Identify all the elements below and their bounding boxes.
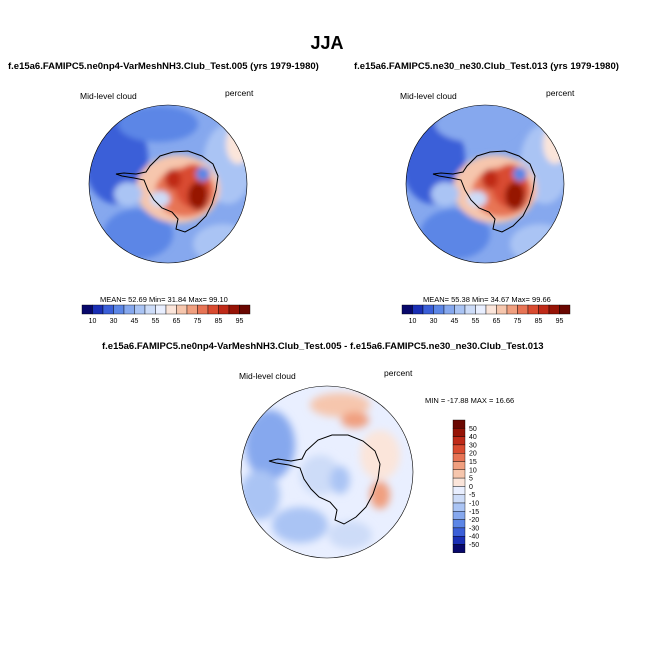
panel3-polar-map [240, 385, 414, 559]
colorbar-tick-label: 10 [89, 318, 97, 325]
colorbar-swatch [452, 486, 466, 495]
colorbar-swatch [517, 304, 529, 315]
colorbar-tick-label: 95 [236, 318, 244, 325]
colorbar-swatch [452, 453, 466, 462]
panel1-colorbar: 10 30 45 55 65 75 85 95 [81, 304, 251, 325]
colorbar-swatch [452, 469, 466, 479]
colorbar-swatch [81, 304, 93, 315]
colorbar-tick-label: 95 [556, 318, 564, 325]
colorbar-swatch [401, 304, 413, 315]
colorbar-swatch [218, 304, 230, 315]
season-title: JJA [310, 33, 344, 53]
colorbar-tick-label: 30 [469, 442, 477, 449]
panel1-field-label: Mid-level cloud [80, 91, 137, 101]
colorbar-tick-label: 85 [535, 318, 543, 325]
colorbar-swatch [496, 304, 508, 315]
colorbar-tick-label: -5 [469, 492, 475, 499]
panel2-units-label: percent [546, 88, 575, 98]
colorbar-swatch [197, 304, 209, 315]
colorbar-swatch [559, 304, 571, 315]
colorbar-swatch [102, 304, 114, 315]
colorbar-swatch [506, 304, 518, 315]
colorbar-swatch [454, 304, 466, 315]
colorbar-tick-label: -50 [469, 542, 479, 549]
colorbar-tick-label: 40 [469, 434, 477, 441]
colorbar-swatch [92, 304, 104, 315]
panel1-title: f.e15a6.FAMIPC5.ne0np4-VarMeshNH3.Club_T… [8, 61, 319, 72]
panel2-field-label: Mid-level cloud [400, 91, 457, 101]
colorbar-tick-label: 30 [430, 318, 438, 325]
colorbar-swatch [239, 304, 251, 315]
colorbar-swatch [452, 444, 466, 454]
colorbar-swatch [452, 436, 466, 446]
panel3-title: f.e15a6.FAMIPC5.ne0np4-VarMeshNH3.Club_T… [102, 341, 544, 352]
colorbar-swatch [452, 477, 466, 487]
panel1-polar-map [88, 104, 248, 264]
colorbar-swatch [452, 461, 466, 471]
panel3-field-label: Mid-level cloud [239, 371, 296, 381]
colorbar-swatch [452, 494, 466, 504]
colorbar-swatch [207, 304, 219, 315]
colorbar-swatch [452, 511, 466, 520]
colorbar-swatch [452, 419, 466, 429]
colorbar-tick-label: 10 [409, 318, 417, 325]
colorbar-swatch [538, 304, 550, 315]
panel2-colorbar: 10 30 45 55 65 75 85 95 [401, 304, 571, 325]
colorbar-tick-label: 10 [469, 467, 477, 474]
colorbar-swatch [475, 304, 487, 315]
colorbar-swatch [452, 544, 466, 554]
colorbar-swatch [144, 304, 156, 315]
colorbar-tick-label: 15 [469, 459, 477, 466]
colorbar-swatch [452, 535, 466, 545]
colorbar-tick-label: 75 [194, 318, 202, 325]
colorbar-tick-label: 30 [110, 318, 118, 325]
colorbar-swatch [113, 304, 125, 315]
colorbar-tick-label: 55 [152, 318, 160, 325]
colorbar-tick-label: -10 [469, 501, 479, 508]
colorbar-swatch [452, 502, 466, 512]
panel2-polar-map [405, 104, 565, 264]
colorbar-swatch [155, 304, 167, 315]
colorbar-tick-label: -15 [469, 509, 479, 516]
colorbar-tick-label: 75 [514, 318, 522, 325]
colorbar-swatch [186, 304, 198, 315]
panel2-title: f.e15a6.FAMIPC5.ne30_ne30.Club_Test.013 … [354, 61, 619, 72]
panel3-units-label: percent [384, 368, 413, 378]
colorbar-swatch [464, 304, 476, 315]
colorbar-tick-label: 45 [131, 318, 139, 325]
panel1-stats: MEAN= 52.69 Min= 31.84 Max= 99.10 [100, 295, 228, 304]
colorbar-tick-label: 5 [469, 476, 473, 483]
panel1-units-label: percent [225, 88, 254, 98]
colorbar-swatch [452, 428, 466, 437]
colorbar-swatch [452, 519, 466, 529]
panel3-stats: MIN = -17.88 MAX = 16.66 [425, 396, 515, 405]
colorbar-swatch [165, 304, 177, 315]
colorbar-swatch [548, 304, 560, 315]
colorbar-swatch [452, 527, 466, 537]
colorbar-tick-label: -40 [469, 534, 479, 541]
colorbar-tick-label: -20 [469, 517, 479, 524]
colorbar-tick-label: 50 [469, 426, 477, 433]
colorbar-swatch [485, 304, 497, 315]
colorbar-swatch [176, 304, 188, 315]
colorbar-tick-label: 20 [469, 451, 477, 458]
colorbar-tick-label: 65 [173, 318, 181, 325]
colorbar-tick-label: 85 [215, 318, 223, 325]
colorbar-tick-label: 55 [472, 318, 480, 325]
colorbar-swatch [123, 304, 135, 315]
colorbar-tick-label: 65 [493, 318, 501, 325]
colorbar-swatch [134, 304, 146, 315]
colorbar-tick-label: 0 [469, 484, 473, 491]
colorbar-swatch [527, 304, 539, 315]
colorbar-tick-label: -30 [469, 525, 479, 532]
colorbar-swatch [422, 304, 434, 315]
panel2-stats: MEAN= 55.38 Min= 34.67 Max= 99.66 [423, 295, 551, 304]
colorbar-swatch [433, 304, 445, 315]
colorbar-swatch [412, 304, 424, 315]
colorbar-swatch [228, 304, 240, 315]
colorbar-tick-label: 45 [451, 318, 459, 325]
colorbar-swatch [443, 304, 455, 315]
